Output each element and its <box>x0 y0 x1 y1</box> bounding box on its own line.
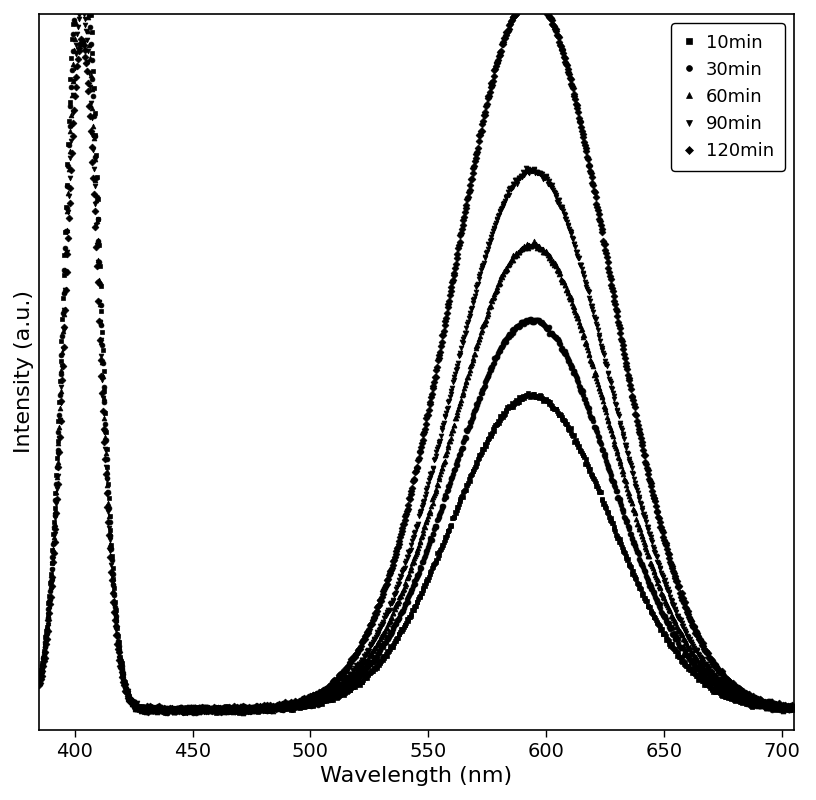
30min <box>341 682 351 692</box>
Line: 120min: 120min <box>37 0 796 715</box>
90min <box>637 506 647 515</box>
60min <box>623 489 633 498</box>
60min <box>113 630 122 639</box>
10min <box>34 673 44 682</box>
90min <box>623 454 633 464</box>
90min <box>341 674 351 684</box>
90min <box>34 677 44 686</box>
Line: 60min: 60min <box>37 0 796 715</box>
60min <box>637 531 647 541</box>
10min <box>341 686 351 695</box>
Line: 90min: 90min <box>37 6 796 716</box>
Line: 10min: 10min <box>37 0 796 716</box>
90min <box>788 705 798 714</box>
30min <box>34 674 44 684</box>
60min <box>788 703 798 713</box>
30min <box>623 522 633 532</box>
120min <box>623 373 633 382</box>
90min <box>183 709 193 718</box>
120min <box>143 708 153 718</box>
120min <box>112 630 122 640</box>
10min <box>161 709 171 718</box>
120min <box>340 666 350 676</box>
10min <box>637 590 647 600</box>
60min <box>553 265 563 274</box>
30min <box>113 629 122 638</box>
120min <box>788 702 798 712</box>
120min <box>553 32 563 42</box>
30min <box>553 337 563 346</box>
30min <box>637 558 647 568</box>
90min <box>368 637 378 646</box>
120min <box>367 619 377 629</box>
30min <box>368 657 378 666</box>
Y-axis label: Intensity (a.u.): Intensity (a.u.) <box>14 290 34 454</box>
10min <box>368 666 378 676</box>
10min <box>553 410 563 420</box>
90min <box>553 196 563 206</box>
X-axis label: Wavelength (nm): Wavelength (nm) <box>321 766 512 786</box>
30min <box>788 702 798 712</box>
10min <box>788 706 798 715</box>
60min <box>238 708 248 718</box>
90min <box>113 632 122 642</box>
60min <box>34 678 44 688</box>
10min <box>623 560 633 570</box>
Legend: 10min, 30min, 60min, 90min, 120min: 10min, 30min, 60min, 90min, 120min <box>672 23 784 170</box>
10min <box>113 623 122 633</box>
90min <box>77 3 86 13</box>
60min <box>368 646 378 655</box>
120min <box>34 680 44 690</box>
120min <box>637 441 647 450</box>
60min <box>341 677 351 686</box>
Line: 30min: 30min <box>37 0 796 715</box>
30min <box>162 708 172 718</box>
